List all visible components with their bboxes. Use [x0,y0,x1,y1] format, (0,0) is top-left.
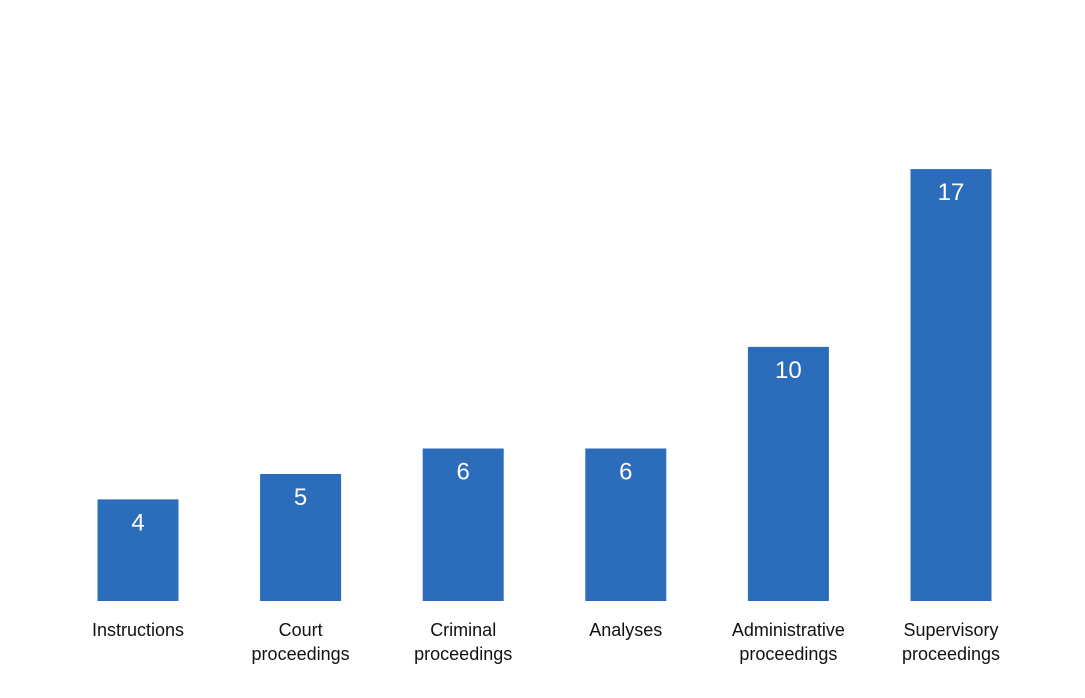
category-label-line: Administrative [732,620,845,640]
data-label-1: 5 [294,484,307,511]
data-label-5: 17 [938,179,965,206]
category-label-line: Supervisory [903,620,998,640]
data-label-0: 4 [131,509,144,536]
category-label-line: proceedings [252,644,350,664]
category-label-0: Instructions [92,620,184,640]
bar-5 [910,169,992,601]
data-label-3: 6 [619,459,632,486]
category-label-line: proceedings [739,644,837,664]
bar-4 [747,346,829,601]
bar-2 [422,448,504,601]
data-label-2: 6 [457,459,470,486]
category-label-line: Criminal [430,620,496,640]
category-label-line: proceedings [414,644,512,664]
category-label-2: Criminal proceedings [414,620,512,664]
bars-group [97,169,992,601]
category-label-line: proceedings [902,644,1000,664]
data-labels-group: 4 5 6 6 10 17 [131,179,964,536]
category-label-4: Administrative proceedings [732,620,845,664]
category-label-3: Analyses [589,620,662,640]
category-label-5: Supervisory proceedings [902,620,1000,664]
bar-0 [97,499,179,601]
data-label-4: 10 [775,357,802,384]
category-label-line: Court [279,620,323,640]
category-label-line: Instructions [92,620,184,640]
category-label-line: Analyses [589,620,662,640]
bar-1 [260,474,342,601]
category-labels-group: Instructions Court proceedings Criminal proc… [92,620,1000,664]
category-label-1: Court proceedings [252,620,350,664]
bar-3 [585,448,667,601]
